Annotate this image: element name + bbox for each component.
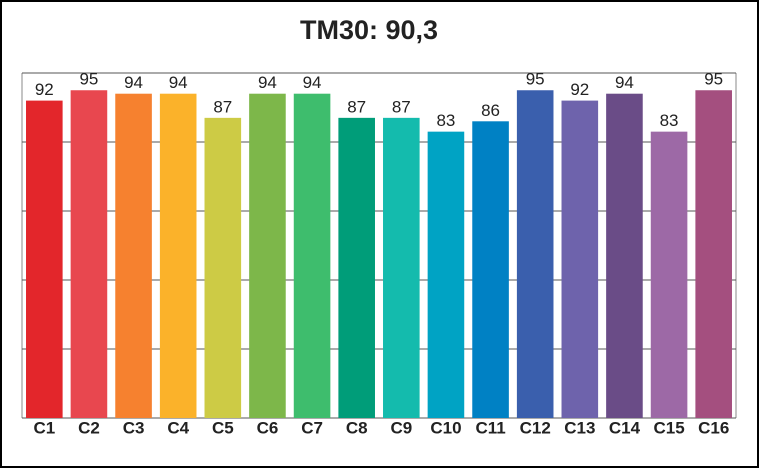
value-label: 94 bbox=[615, 73, 634, 92]
x-tick-label: C15 bbox=[653, 418, 684, 437]
bar bbox=[650, 131, 688, 418]
value-label: 83 bbox=[436, 111, 455, 130]
bar bbox=[26, 100, 63, 418]
value-label: 86 bbox=[481, 101, 500, 120]
value-label: 95 bbox=[79, 70, 98, 89]
x-tick-label: C2 bbox=[78, 418, 100, 437]
x-tick-label: C13 bbox=[564, 418, 595, 437]
x-tick-label: C10 bbox=[430, 418, 461, 437]
chart-title: TM30: 90,3 bbox=[300, 15, 438, 45]
value-label: 92 bbox=[35, 80, 54, 99]
x-tick-label: C14 bbox=[609, 418, 641, 437]
bar bbox=[249, 93, 286, 418]
x-tick-label: C5 bbox=[212, 418, 234, 437]
bar bbox=[427, 131, 465, 418]
value-label: 94 bbox=[169, 73, 188, 92]
value-label: 95 bbox=[704, 70, 723, 89]
bar bbox=[293, 93, 331, 418]
bar bbox=[383, 117, 420, 418]
value-label: 83 bbox=[660, 111, 679, 130]
x-tick-label: C8 bbox=[346, 418, 368, 437]
bar bbox=[115, 93, 152, 418]
bar bbox=[70, 90, 108, 418]
x-tick-label: C9 bbox=[390, 418, 412, 437]
value-label: 87 bbox=[347, 97, 366, 116]
value-label: 94 bbox=[124, 73, 143, 92]
bar bbox=[516, 90, 554, 418]
value-label: 94 bbox=[303, 73, 322, 92]
value-label: 87 bbox=[392, 97, 411, 116]
x-tick-label: C7 bbox=[301, 418, 323, 437]
bar bbox=[204, 117, 242, 418]
x-tick-label: C16 bbox=[698, 418, 729, 437]
x-tick-label: C4 bbox=[167, 418, 189, 437]
bar bbox=[606, 93, 643, 418]
value-label: 87 bbox=[213, 97, 232, 116]
x-tick-label: C6 bbox=[257, 418, 279, 437]
value-label: 92 bbox=[570, 80, 589, 99]
value-label: 94 bbox=[258, 73, 277, 92]
bar bbox=[338, 117, 375, 418]
x-tick-label: C3 bbox=[123, 418, 145, 437]
x-tick-label: C1 bbox=[33, 418, 55, 437]
bar bbox=[159, 93, 197, 418]
bar bbox=[472, 121, 509, 419]
bar bbox=[561, 100, 599, 418]
x-tick-label: C11 bbox=[475, 418, 505, 437]
bar bbox=[695, 90, 732, 418]
x-tick-label: C12 bbox=[520, 418, 551, 437]
value-label: 95 bbox=[526, 70, 545, 89]
